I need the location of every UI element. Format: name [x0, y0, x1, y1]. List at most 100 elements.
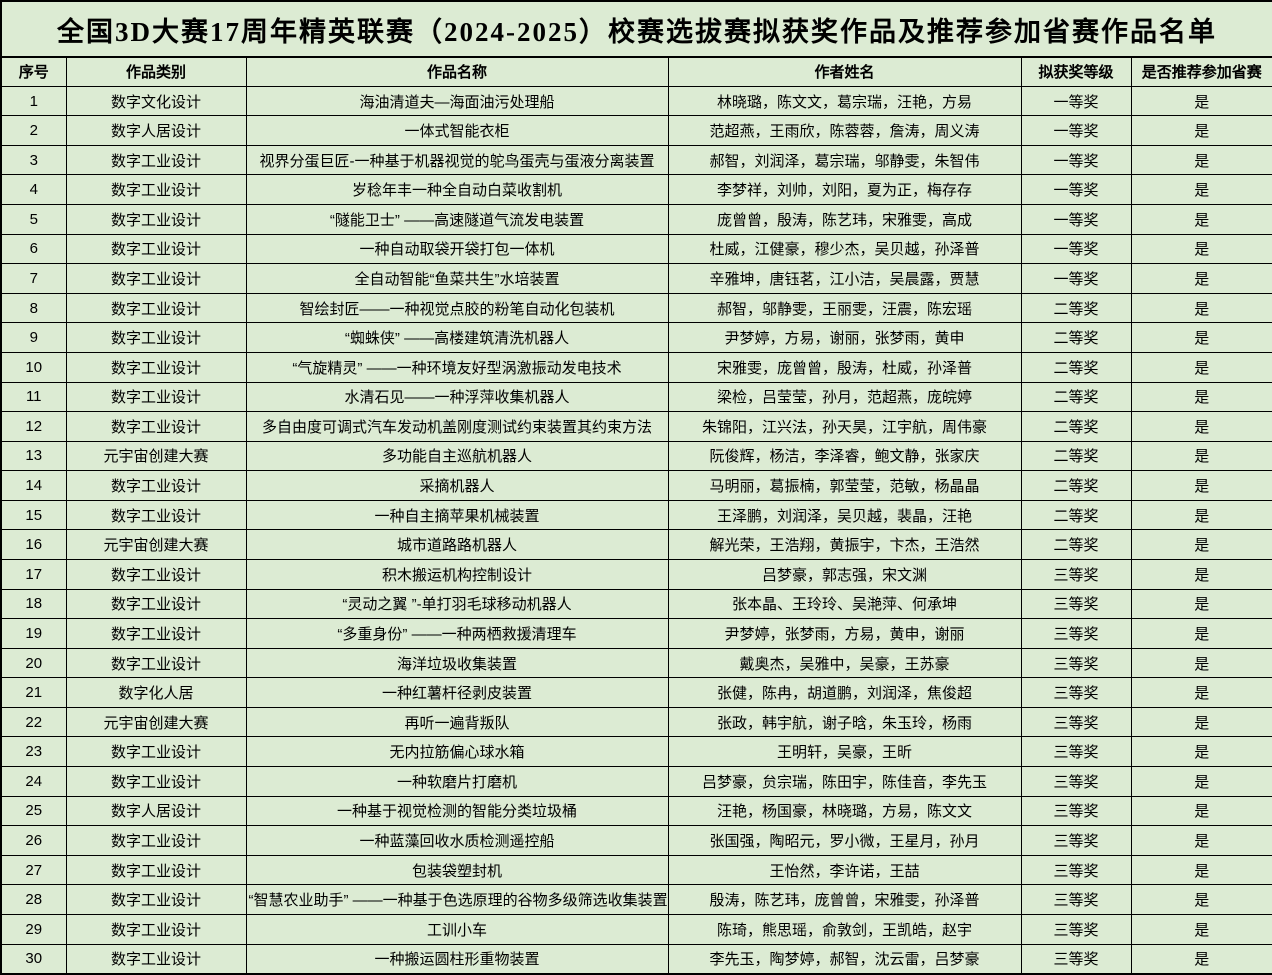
cell-award: 三等奖 [1020, 559, 1132, 590]
table-row: 4 数字工业设计 岁稔年丰一种全自动白菜收割机 李梦祥，刘帅，刘阳，夏为正，梅存… [0, 174, 1272, 206]
cell-no: 23 [0, 736, 67, 768]
cell-work-name: “多重身份” ——一种两栖救援清理车 [245, 618, 669, 649]
cell-work-name: 全自动智能“鱼菜共生”水培装置 [245, 263, 669, 294]
cell-authors: 张国强，陶昭元，罗小微，王星月，孙月 [667, 825, 1022, 856]
cell-no: 6 [0, 233, 67, 265]
page-title: 全国3D大赛17周年精英联赛（2024-2025）校赛选拔赛拟获奖作品及推荐参加… [0, 0, 1272, 59]
cell-authors: 张健，陈冉，胡道鹏，刘润泽，焦俊超 [667, 677, 1022, 708]
table-row: 1 数字文化设计 海油清道夫—海面油污处理船 林晓璐，陈文文，葛宗瑞，汪艳，方易… [0, 85, 1272, 117]
cell-authors: 马明丽，葛振楠，郭莹莹，范敏，杨晶晶 [667, 470, 1022, 501]
table-row: 2 数字人居设计 一体式智能衣柜 范超燕，王雨欣，陈蓉蓉，詹涛，周义涛 一等奖 … [0, 115, 1272, 146]
cell-category: 数字工业设计 [65, 411, 247, 442]
cell-recommend: 是 [1130, 736, 1272, 768]
title-row: 全国3D大赛17周年精英联赛（2024-2025）校赛选拔赛拟获奖作品及推荐参加… [0, 0, 1272, 59]
cell-award: 一等奖 [1020, 115, 1132, 146]
cell-award: 二等奖 [1020, 411, 1132, 442]
cell-award: 三等奖 [1020, 647, 1132, 679]
cell-authors: 梁检，吕莹莹，孙月，范超燕，庞皖婷 [667, 381, 1022, 413]
cell-authors: 尹梦婷，张梦雨，方易，黄申，谢丽 [667, 618, 1022, 649]
cell-award: 三等奖 [1020, 913, 1132, 945]
cell-authors: 吕梦豪，贠宗瑞，陈田宇，陈佳音，李先玉 [667, 766, 1022, 797]
cell-authors: 殷涛，陈艺玮，庞曾曾，宋雅雯，孙泽普 [667, 884, 1022, 915]
cell-no: 12 [0, 411, 67, 442]
cell-no: 18 [0, 588, 67, 620]
cell-award: 三等奖 [1020, 884, 1132, 915]
cell-recommend: 是 [1130, 677, 1272, 708]
cell-category: 数字工业设计 [65, 618, 247, 649]
cell-award: 三等奖 [1020, 677, 1132, 708]
cell-category: 数字化人居 [65, 677, 247, 708]
cell-authors: 王泽鹏，刘润泽，吴贝越，裴晶，汪艳 [667, 499, 1022, 531]
cell-category: 数字工业设计 [65, 204, 247, 235]
cell-recommend: 是 [1130, 322, 1272, 353]
cell-work-name: 工训小车 [245, 913, 669, 945]
cell-no: 28 [0, 884, 67, 915]
cell-no: 5 [0, 204, 67, 235]
cell-work-name: “蜘蛛侠” ——高楼建筑清洗机器人 [245, 322, 669, 353]
cell-no: 27 [0, 854, 67, 886]
cell-no: 10 [0, 351, 67, 383]
table-row: 29 数字工业设计 工训小车 陈琦，熊思瑶，俞敦剑，王凯皓，赵宇 三等奖 是 [0, 913, 1272, 945]
table-row: 30 数字工业设计 一种搬运圆柱形重物装置 李先玉，陶梦婷，郝智，沈云雷，吕梦豪… [0, 943, 1272, 975]
cell-no: 2 [0, 115, 67, 146]
cell-award: 二等奖 [1020, 381, 1132, 413]
cell-category: 数字工业设计 [65, 647, 247, 679]
cell-no: 7 [0, 263, 67, 294]
cell-recommend: 是 [1130, 706, 1272, 738]
table-row: 23 数字工业设计 无内拉筋偏心球水箱 王明轩，吴豪，王昕 三等奖 是 [0, 736, 1272, 768]
cell-recommend: 是 [1130, 559, 1272, 590]
cell-work-name: 一种搬运圆柱形重物装置 [245, 943, 669, 975]
cell-award: 三等奖 [1020, 795, 1132, 827]
cell-work-name: 海油清道夫—海面油污处理船 [245, 85, 669, 117]
cell-work-name: 采摘机器人 [245, 470, 669, 501]
cell-no: 15 [0, 499, 67, 531]
table-row: 24 数字工业设计 一种软磨片打磨机 吕梦豪，贠宗瑞，陈田宇，陈佳音，李先玉 三… [0, 766, 1272, 797]
cell-no: 4 [0, 174, 67, 206]
cell-work-name: 一种自主摘苹果机械装置 [245, 499, 669, 531]
table-row: 10 数字工业设计 “气旋精灵” ——一种环境友好型涡激振动发电技术 宋雅雯，庞… [0, 351, 1272, 383]
cell-recommend: 是 [1130, 263, 1272, 294]
cell-authors: 庞曾曾，殷涛，陈艺玮，宋雅雯，高成 [667, 204, 1022, 235]
cell-no: 16 [0, 529, 67, 560]
cell-authors: 陈琦，熊思瑶，俞敦剑，王凯皓，赵宇 [667, 913, 1022, 945]
cell-work-name: 一种自动取袋开袋打包一体机 [245, 233, 669, 265]
cell-no: 17 [0, 559, 67, 590]
cell-work-name: 一体式智能衣柜 [245, 115, 669, 146]
cell-no: 14 [0, 470, 67, 501]
cell-authors: 戴奥杰，吴雅中，吴豪，王苏豪 [667, 647, 1022, 679]
cell-authors: 李梦祥，刘帅，刘阳，夏为正，梅存存 [667, 174, 1022, 206]
cell-award: 三等奖 [1020, 854, 1132, 886]
table-row: 28 数字工业设计 “智慧农业助手” ——一种基于色选原理的谷物多级筛选收集装置… [0, 884, 1272, 915]
cell-recommend: 是 [1130, 825, 1272, 856]
cell-recommend: 是 [1130, 647, 1272, 679]
cell-work-name: 多功能自主巡航机器人 [245, 440, 669, 472]
cell-no: 1 [0, 85, 67, 117]
cell-no: 11 [0, 381, 67, 413]
cell-category: 数字工业设计 [65, 736, 247, 768]
cell-category: 数字工业设计 [65, 174, 247, 206]
table-row: 22 元宇宙创建大赛 再听一遍背叛队 张政，韩宇航，谢子晗，朱玉玲，杨雨 三等奖… [0, 706, 1272, 738]
cell-category: 数字工业设计 [65, 884, 247, 915]
cell-recommend: 是 [1130, 204, 1272, 235]
cell-category: 数字工业设计 [65, 381, 247, 413]
cell-authors: 林晓璐，陈文文，葛宗瑞，汪艳，方易 [667, 85, 1022, 117]
cell-category: 元宇宙创建大赛 [65, 440, 247, 472]
cell-category: 数字工业设计 [65, 913, 247, 945]
cell-category: 数字工业设计 [65, 766, 247, 797]
cell-no: 22 [0, 706, 67, 738]
cell-work-name: 水清石见——一种浮萍收集机器人 [245, 381, 669, 413]
cell-recommend: 是 [1130, 411, 1272, 442]
cell-no: 9 [0, 322, 67, 353]
table-row: 11 数字工业设计 水清石见——一种浮萍收集机器人 梁检，吕莹莹，孙月，范超燕，… [0, 381, 1272, 413]
cell-category: 数字工业设计 [65, 263, 247, 294]
table-row: 13 元宇宙创建大赛 多功能自主巡航机器人 阮俊辉，杨洁，李泽睿，鲍文静，张家庆… [0, 440, 1272, 472]
header-cell-award: 拟获奖等级 [1020, 56, 1132, 87]
cell-award: 三等奖 [1020, 588, 1132, 620]
cell-authors: 朱锦阳，江兴法，孙天昊，江宇航，周伟豪 [667, 411, 1022, 442]
cell-authors: 张政，韩宇航，谢子晗，朱玉玲，杨雨 [667, 706, 1022, 738]
cell-category: 数字文化设计 [65, 85, 247, 117]
cell-category: 数字工业设计 [65, 825, 247, 856]
cell-work-name: 一种软磨片打磨机 [245, 766, 669, 797]
table-row: 26 数字工业设计 一种蓝藻回收水质检测遥控船 张国强，陶昭元，罗小微，王星月，… [0, 825, 1272, 856]
